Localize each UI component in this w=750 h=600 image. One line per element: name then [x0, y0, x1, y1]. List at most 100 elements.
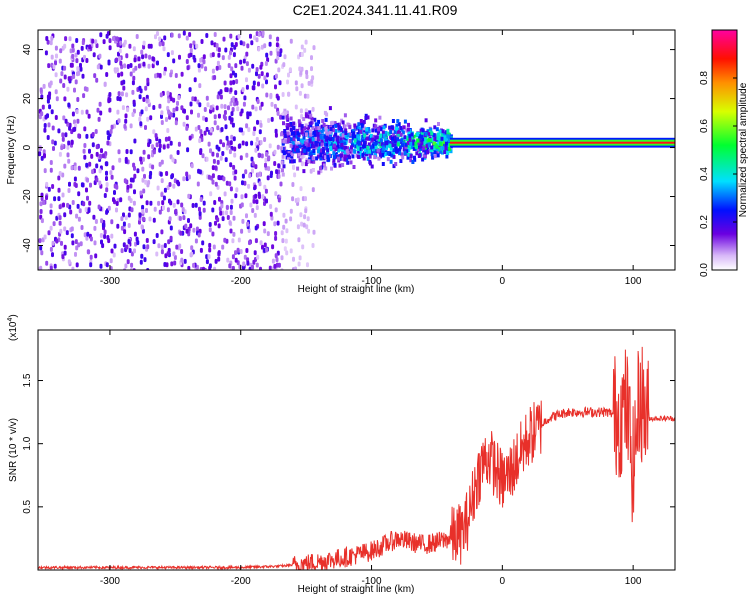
spectrogram-cell: [421, 128, 425, 133]
spectrogram-cell: [317, 119, 321, 124]
spectrogram-cell: [66, 86, 70, 92]
spectrogram-cell: [118, 56, 122, 62]
spectrogram-cell: [248, 111, 252, 117]
spectrogram-cell: [199, 57, 203, 63]
spectrogram-cell: [97, 116, 101, 122]
spectrogram-cell: [270, 101, 274, 107]
spectrogram-cell: [334, 123, 338, 128]
spectrogram-cell: [174, 120, 178, 126]
spectrogram-cell: [307, 146, 311, 151]
spectrogram-cell: [70, 165, 74, 171]
spectrogram-cell: [426, 150, 429, 155]
spectrogram-cell: [77, 165, 81, 171]
spectrogram-cell: [105, 161, 109, 167]
spectrogram-cell: [62, 115, 66, 121]
spectrogram-cell: [312, 130, 316, 135]
spectrogram-cell: [103, 229, 107, 235]
spectrogram-cell: [223, 237, 227, 243]
spectrogram-cell: [229, 33, 233, 39]
spectrogram-cell: [311, 126, 315, 131]
spectrogram-cell: [360, 121, 364, 126]
spectrogram-cell: [188, 135, 192, 141]
spectrogram-cell: [169, 200, 173, 206]
spectrogram-cell: [167, 239, 171, 245]
spectrogram-cell: [311, 243, 315, 248]
spectrogram-cell: [45, 181, 49, 187]
spectrogram-cell: [292, 143, 296, 148]
spectrogram-cell: [185, 228, 189, 234]
spectrogram-cell: [343, 150, 347, 155]
spectrogram-cell: [145, 238, 149, 243]
spectrogram-cell: [95, 43, 99, 49]
spectrogram-cell: [444, 137, 448, 142]
spectrogram-cell: [252, 85, 256, 91]
spectrogram-cell: [326, 155, 330, 159]
spectrogram-cell: [378, 115, 382, 120]
spectrogram-cell: [125, 244, 129, 250]
spectrogram-cell: [215, 43, 219, 48]
spectrogram-cell: [73, 176, 77, 182]
spectrogram-cell: [254, 147, 258, 153]
spectrogram-cell: [122, 242, 126, 248]
spectrogram-cell: [180, 105, 184, 111]
spectrogram-cell: [254, 106, 258, 112]
spectrogram-cell: [178, 216, 182, 221]
spectrogram-cell: [275, 262, 279, 268]
spectrogram-cell: [273, 221, 277, 227]
spectrogram-cell: [319, 152, 323, 157]
spectrogram-cell: [414, 141, 418, 146]
spectrogram-cell: [120, 225, 124, 231]
spectrogram-cell: [156, 60, 159, 66]
spectrogram-cell: [394, 126, 398, 131]
spectrogram-cell: [127, 223, 131, 228]
spectrogram-cell: [88, 148, 91, 154]
spectrogram-cell: [116, 42, 120, 48]
spectrogram-cell: [257, 152, 261, 158]
spectrogram-cell: [309, 144, 313, 148]
spectrogram-cell: [366, 156, 370, 161]
spectrogram-cell: [263, 184, 267, 190]
spectrogram-cell: [130, 267, 133, 270]
spectrogram-cell: [230, 111, 234, 117]
spectrogram-cell: [76, 49, 80, 55]
spectrogram-cell: [269, 211, 273, 217]
spectrogram-cell: [236, 247, 240, 253]
spectrogram-cell: [446, 151, 450, 155]
spectrogram-cell: [233, 152, 237, 158]
spectrogram-cell: [226, 215, 230, 220]
spectrogram-cell: [285, 228, 289, 234]
spectrogram-cell: [289, 116, 293, 121]
spectrogram-cell: [337, 124, 341, 129]
spectrogram-cell: [181, 207, 185, 212]
spectrogram-cell: [75, 38, 79, 43]
spectrogram-cell: [100, 239, 103, 245]
spectrogram-cell: [65, 230, 69, 236]
spectrogram-cell: [67, 102, 71, 108]
spectrogram-cell: [315, 156, 319, 161]
spectrogram-cell: [151, 144, 155, 150]
spectrogram-cell: [222, 142, 225, 148]
spectrogram-cell: [68, 181, 71, 187]
spectrogram-cell: [42, 149, 46, 155]
spectrogram-cell: [240, 65, 244, 71]
spectrogram-cell: [392, 135, 396, 140]
spectrogram-cell: [295, 148, 299, 153]
spectrogram-cell: [119, 60, 123, 66]
spectrogram-cell: [215, 105, 219, 111]
page-title: C2E1.2024.341.11.41.R09: [292, 2, 458, 18]
spectrogram-cell: [332, 155, 336, 160]
spectrogram-cell: [444, 141, 448, 146]
spectrogram-cell: [284, 150, 288, 155]
spectrogram-cell: [284, 218, 288, 224]
spectrogram-cell: [140, 109, 144, 115]
spectrogram-cell: [295, 145, 299, 150]
spectrogram-cell: [263, 43, 267, 49]
spectrogram-cell: [112, 252, 116, 258]
spectrogram-cell: [63, 96, 67, 102]
spectrogram-cell: [317, 146, 321, 151]
spectrogram-cell: [427, 143, 431, 148]
spectrogram-cell: [126, 259, 130, 265]
spectrogram-cell: [337, 154, 341, 159]
spectrogram-cell: [235, 100, 239, 106]
spectrogram-cell: [74, 52, 78, 58]
